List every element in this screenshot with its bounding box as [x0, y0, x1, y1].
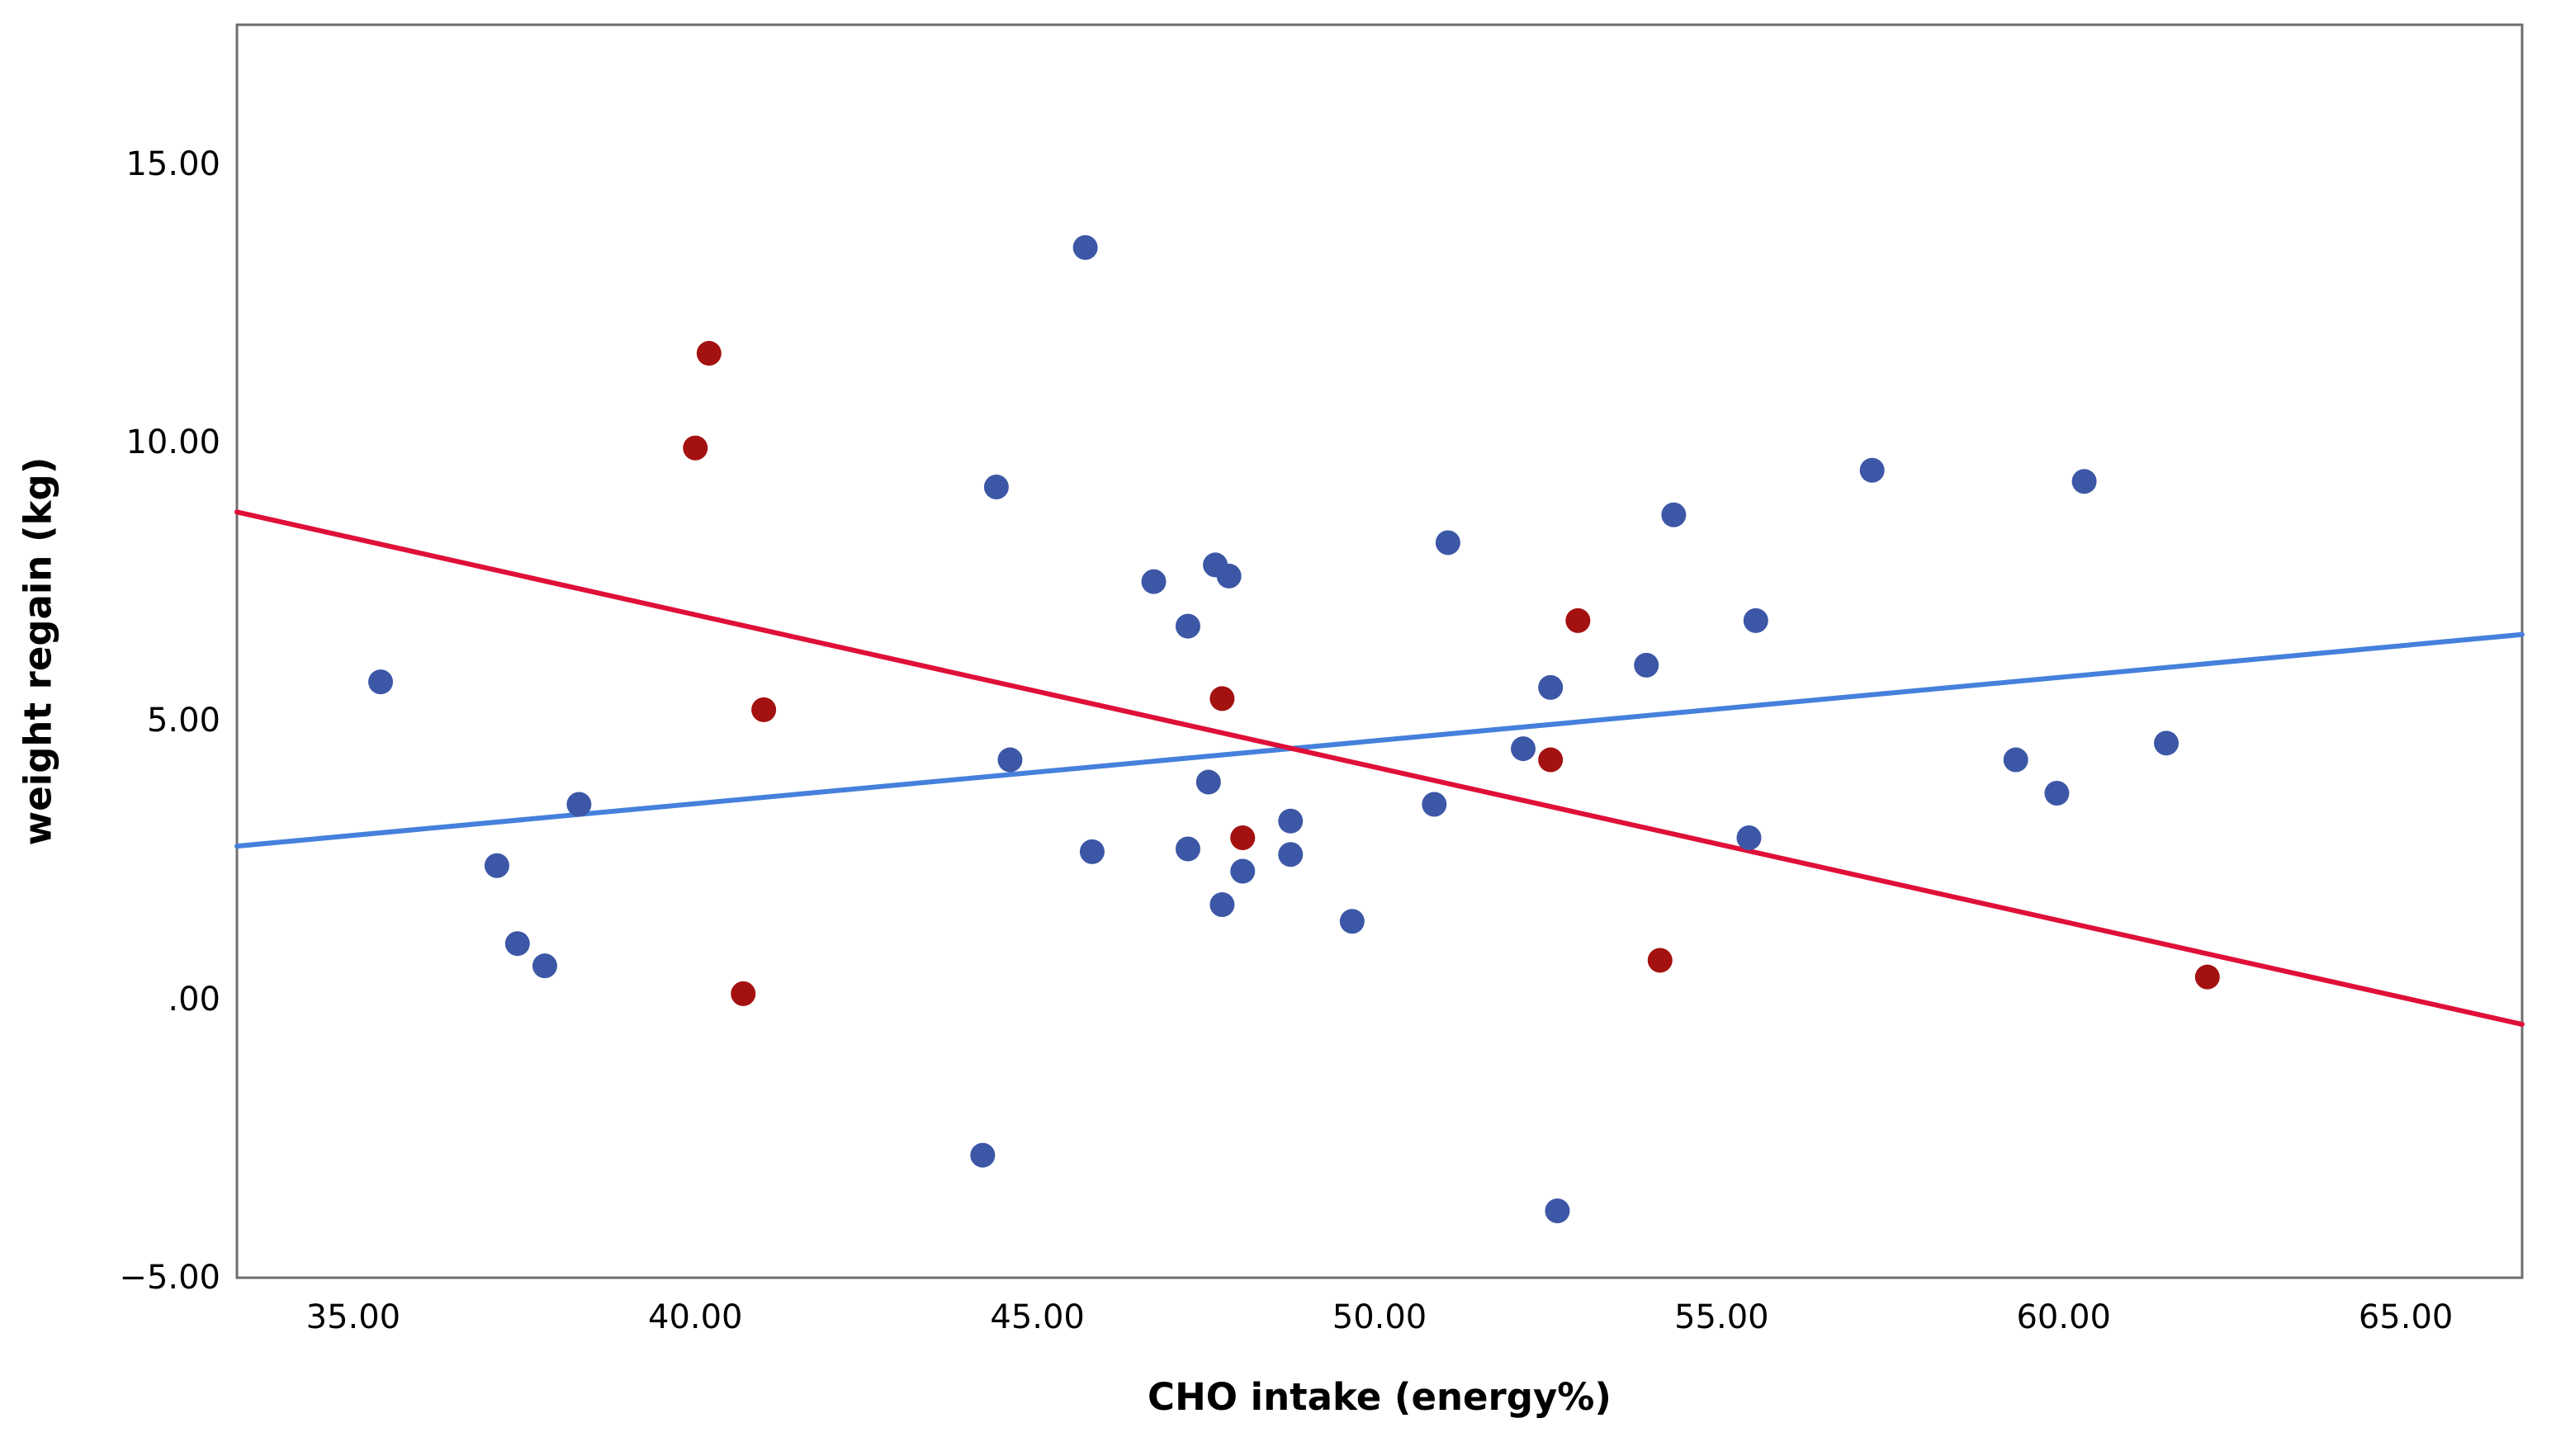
scatter-point-blue-group: [504, 931, 530, 957]
scatter-point-blue-group: [1216, 563, 1242, 589]
scatter-point-blue-group: [1072, 234, 1098, 260]
scatter-point-blue-group: [970, 1142, 996, 1168]
scatter-point-blue-group: [1209, 891, 1235, 917]
scatter-point-red-group: [1230, 825, 1256, 851]
x-axis-title: CHO intake (energy%): [1148, 1375, 1612, 1419]
y-tick-label: .00: [168, 980, 220, 1019]
scatter-point-blue-group: [2044, 781, 2070, 806]
x-tick-label: 35.00: [305, 1298, 401, 1336]
scatter-point-blue-group: [1079, 839, 1105, 864]
scatter-point-red-group: [731, 981, 756, 1006]
scatter-point-blue-group: [1736, 825, 1762, 851]
scatter-point-blue-group: [1175, 613, 1200, 639]
scatter-point-red-group: [1538, 747, 1564, 773]
scatter-point-blue-group: [1422, 792, 1447, 817]
plot-frame: [235, 23, 2524, 1279]
scatter-point-blue-group: [1538, 674, 1564, 700]
scatter-point-red-group: [696, 341, 722, 366]
x-tick-label: 55.00: [1674, 1298, 1769, 1336]
scatter-point-blue-group: [997, 747, 1023, 773]
scatter-point-blue-group: [1230, 858, 1256, 884]
scatter-point-blue-group: [2071, 469, 2097, 494]
scatter-point-blue-group: [1435, 530, 1460, 555]
scatter-point-blue-group: [1195, 769, 1221, 795]
scatter-point-blue-group: [983, 474, 1009, 499]
y-tick-label: −5.00: [119, 1259, 220, 1297]
scatter-point-red-group: [683, 435, 708, 461]
y-tick-label: 10.00: [125, 423, 220, 461]
scatter-point-blue-group: [484, 853, 509, 878]
scatter-point-blue-group: [2154, 730, 2179, 756]
scatter-point-blue-group: [1141, 569, 1167, 594]
scatter-point-red-group: [751, 697, 777, 722]
x-tick-label: 65.00: [2358, 1298, 2454, 1336]
scatter-point-red-group: [2194, 964, 2220, 990]
red-fit-line: [234, 509, 2525, 1028]
blue-fit-line: [234, 631, 2525, 849]
scatter-point-blue-group: [368, 669, 394, 695]
scatter-point-red-group: [1209, 686, 1235, 711]
scatter-point-blue-group: [1545, 1198, 1570, 1224]
y-axis-title: weight regain (kg): [16, 456, 60, 846]
x-tick-label: 40.00: [647, 1298, 743, 1336]
scatter-point-red-group: [1565, 607, 1591, 633]
scatter-point-blue-group: [1278, 808, 1304, 834]
scatter-point-blue-group: [1859, 457, 1885, 483]
x-tick-label: 45.00: [990, 1298, 1085, 1336]
scatter-point-blue-group: [1511, 736, 1536, 762]
x-tick-label: 50.00: [1332, 1298, 1427, 1336]
scatter-point-blue-group: [1339, 909, 1365, 934]
scatter-point-blue-group: [1278, 842, 1304, 867]
y-tick-label: 5.00: [146, 702, 220, 740]
scatter-point-blue-group: [1743, 607, 1768, 633]
scatter-point-blue-group: [1634, 652, 1659, 678]
scatter-point-blue-group: [566, 792, 592, 817]
scatter-point-red-group: [1647, 948, 1673, 973]
y-tick-label: 15.00: [125, 144, 220, 183]
scatter-point-blue-group: [2003, 747, 2028, 773]
scatter-point-blue-group: [1175, 836, 1200, 862]
x-tick-label: 60.00: [2016, 1298, 2111, 1336]
scatter-point-blue-group: [1661, 502, 1687, 527]
scatter-point-blue-group: [532, 953, 557, 979]
